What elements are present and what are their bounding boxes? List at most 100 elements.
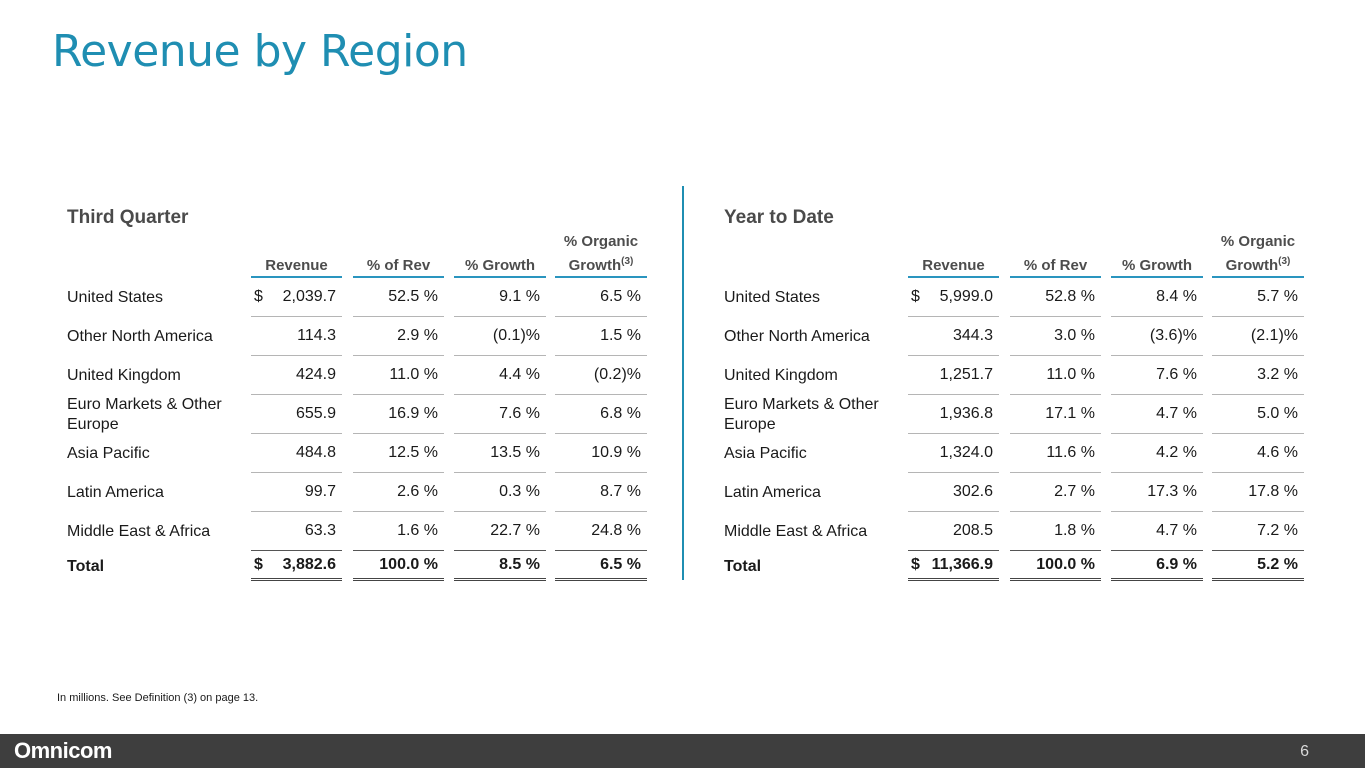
panel-divider <box>682 186 684 580</box>
organic-cell: 5.0 % <box>1212 395 1304 434</box>
region-label: United States <box>724 288 821 306</box>
region-label: Other North America <box>67 327 213 345</box>
header-pct-organic: % Organic Growth(3) <box>1212 232 1304 278</box>
organic-cell: 17.8 % <box>1212 473 1304 512</box>
growth-cell: 9.1 % <box>454 278 546 317</box>
total-revenue-cell: $11,366.9 <box>908 551 999 581</box>
table-header: Revenue % of Rev % Growth % Organic Growt… <box>724 232 1304 278</box>
organic-cell: 4.6 % <box>1212 434 1304 473</box>
third-quarter-panel: Third Quarter Revenue % of Rev % Growth … <box>67 206 647 583</box>
total-organic-cell: 5.2 % <box>1212 551 1304 581</box>
region-label: Euro Markets & Other Europe <box>724 395 879 433</box>
revenue-cell: 1,251.7 <box>908 356 999 395</box>
organic-cell: 6.8 % <box>555 395 647 434</box>
growth-cell: 0.3 % <box>454 473 546 512</box>
growth-cell: 7.6 % <box>1111 356 1203 395</box>
growth-cell: 8.4 % <box>1111 278 1203 317</box>
table-row: Euro Markets & Other Europe 1,936.8 17.1… <box>724 395 1304 434</box>
pct-rev-cell: 52.5 % <box>353 278 444 317</box>
revenue-cell: 302.6 <box>908 473 999 512</box>
header-pct-organic: % Organic Growth(3) <box>555 232 647 278</box>
pct-rev-cell: 11.0 % <box>353 356 444 395</box>
growth-cell: (0.1)% <box>454 317 546 356</box>
pct-rev-cell: 11.0 % <box>1010 356 1101 395</box>
table-row: United Kingdom 424.9 11.0 % 4.4 % (0.2)% <box>67 356 647 395</box>
organic-cell: 24.8 % <box>555 512 647 551</box>
region-label: Middle East & Africa <box>67 522 211 540</box>
table-row: Euro Markets & Other Europe 655.9 16.9 %… <box>67 395 647 434</box>
growth-cell: 7.6 % <box>454 395 546 434</box>
organic-cell: 3.2 % <box>1212 356 1304 395</box>
pct-rev-cell: 2.6 % <box>353 473 444 512</box>
revenue-cell: 208.5 <box>908 512 999 551</box>
table-row: United States $2,039.7 52.5 % 9.1 % 6.5 … <box>67 278 647 317</box>
header-pct-rev: % of Rev <box>1010 232 1101 278</box>
footnote: In millions. See Definition (3) on page … <box>57 692 259 704</box>
region-label: Latin America <box>67 483 164 501</box>
revenue-cell: 424.9 <box>251 356 342 395</box>
growth-cell: 13.5 % <box>454 434 546 473</box>
table-row: Latin America 302.6 2.7 % 17.3 % 17.8 % <box>724 473 1304 512</box>
organic-cell: 6.5 % <box>555 278 647 317</box>
table-header: Revenue % of Rev % Growth % Organic Growt… <box>67 232 647 278</box>
header-revenue: Revenue <box>908 232 999 278</box>
total-pct-rev-cell: 100.0 % <box>1010 551 1101 581</box>
pct-rev-cell: 2.9 % <box>353 317 444 356</box>
pct-rev-cell: 1.6 % <box>353 512 444 551</box>
revenue-cell: $2,039.7 <box>251 278 342 317</box>
growth-cell: 4.7 % <box>1111 395 1203 434</box>
organic-cell: 8.7 % <box>555 473 647 512</box>
table-row: Middle East & Africa 63.3 1.6 % 22.7 % 2… <box>67 512 647 551</box>
total-label: Total <box>67 558 105 575</box>
table-row: Other North America 344.3 3.0 % (3.6)% (… <box>724 317 1304 356</box>
revenue-cell: $5,999.0 <box>908 278 999 317</box>
organic-cell: 10.9 % <box>555 434 647 473</box>
revenue-cell: 114.3 <box>251 317 342 356</box>
page-title: Revenue by Region <box>52 26 468 77</box>
region-label: United States <box>67 288 164 306</box>
pct-rev-cell: 17.1 % <box>1010 395 1101 434</box>
pct-rev-cell: 2.7 % <box>1010 473 1101 512</box>
header-revenue: Revenue <box>251 232 342 278</box>
revenue-cell: 99.7 <box>251 473 342 512</box>
growth-cell: (3.6)% <box>1111 317 1203 356</box>
table-row: United Kingdom 1,251.7 11.0 % 7.6 % 3.2 … <box>724 356 1304 395</box>
organic-cell: (0.2)% <box>555 356 647 395</box>
total-organic-cell: 6.5 % <box>555 551 647 581</box>
pct-rev-cell: 12.5 % <box>353 434 444 473</box>
total-revenue-cell: $3,882.6 <box>251 551 342 581</box>
growth-cell: 17.3 % <box>1111 473 1203 512</box>
header-pct-growth: % Growth <box>1111 232 1203 278</box>
header-pct-growth: % Growth <box>454 232 546 278</box>
organic-cell: (2.1)% <box>1212 317 1304 356</box>
revenue-cell: 1,324.0 <box>908 434 999 473</box>
header-pct-rev: % of Rev <box>353 232 444 278</box>
footer-bar: Omnicom 6 <box>0 734 1365 768</box>
pct-rev-cell: 16.9 % <box>353 395 444 434</box>
growth-cell: 22.7 % <box>454 512 546 551</box>
table-row: Middle East & Africa 208.5 1.8 % 4.7 % 7… <box>724 512 1304 551</box>
table-row: Latin America 99.7 2.6 % 0.3 % 8.7 % <box>67 473 647 512</box>
table-row: Asia Pacific 1,324.0 11.6 % 4.2 % 4.6 % <box>724 434 1304 473</box>
omnicom-logo: Omnicom <box>14 738 112 763</box>
third-quarter-rows: United States $2,039.7 52.5 % 9.1 % 6.5 … <box>67 278 647 583</box>
table-row: Other North America 114.3 2.9 % (0.1)% 1… <box>67 317 647 356</box>
revenue-cell: 1,936.8 <box>908 395 999 434</box>
total-label: Total <box>724 558 762 575</box>
revenue-cell: 655.9 <box>251 395 342 434</box>
growth-cell: 4.7 % <box>1111 512 1203 551</box>
pct-rev-cell: 1.8 % <box>1010 512 1101 551</box>
growth-cell: 4.2 % <box>1111 434 1203 473</box>
year-to-date-rows: United States $5,999.0 52.8 % 8.4 % 5.7 … <box>724 278 1304 583</box>
pct-rev-cell: 52.8 % <box>1010 278 1101 317</box>
total-growth-cell: 8.5 % <box>454 551 546 581</box>
region-label: Asia Pacific <box>724 444 807 462</box>
revenue-cell: 484.8 <box>251 434 342 473</box>
organic-cell: 7.2 % <box>1212 512 1304 551</box>
revenue-cell: 63.3 <box>251 512 342 551</box>
total-growth-cell: 6.9 % <box>1111 551 1203 581</box>
table-row: United States $5,999.0 52.8 % 8.4 % 5.7 … <box>724 278 1304 317</box>
revenue-cell: 344.3 <box>908 317 999 356</box>
organic-cell: 1.5 % <box>555 317 647 356</box>
region-label: United Kingdom <box>724 366 838 384</box>
